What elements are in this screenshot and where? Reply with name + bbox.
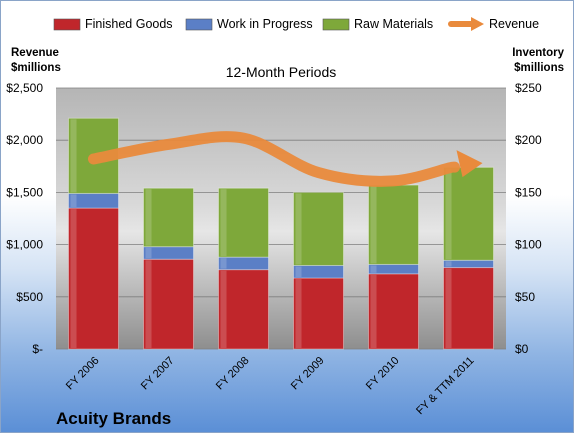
bar-highlight bbox=[145, 247, 152, 259]
bar-raw-materials bbox=[143, 187, 194, 248]
bar-highlight bbox=[70, 194, 77, 208]
gridlines bbox=[56, 87, 506, 350]
legend-arrow-icon bbox=[471, 17, 484, 31]
bar-highlight bbox=[220, 189, 227, 257]
x-tick-label: FY 2008 bbox=[214, 355, 252, 393]
legend-swatch bbox=[53, 18, 81, 31]
y-left-title-line2: $millions bbox=[11, 62, 61, 74]
y-right-tick-label: $50 bbox=[515, 290, 535, 304]
y-right-title-line1: Inventory bbox=[512, 47, 564, 59]
bar-finished-goods bbox=[143, 258, 194, 350]
y-right-tick-label: $250 bbox=[515, 81, 542, 95]
revenue-arrowhead bbox=[456, 150, 483, 178]
bar-highlight bbox=[295, 279, 302, 348]
x-tick-label: FY 2010 bbox=[364, 355, 402, 393]
bar-highlight bbox=[445, 261, 452, 267]
y-right-tick-label: $150 bbox=[515, 185, 542, 199]
legend-label: Finished Goods bbox=[85, 17, 173, 31]
bar-finished-goods bbox=[443, 267, 494, 350]
bar-highlight bbox=[145, 260, 152, 348]
y-right-title-line2: $millions bbox=[514, 62, 564, 74]
x-tick-label: FY 2007 bbox=[139, 355, 177, 393]
y-left-tick-label: $1,000 bbox=[6, 238, 43, 252]
bar-highlight bbox=[220, 270, 227, 348]
chart-subtitle: 12-Month Periods bbox=[226, 64, 337, 80]
bar-raw-materials bbox=[218, 187, 269, 258]
y-left-tick-label: $1,500 bbox=[6, 185, 43, 199]
bar-raw-materials bbox=[443, 166, 494, 261]
bar-highlight bbox=[445, 268, 452, 348]
y-left-tick-label: $- bbox=[32, 342, 43, 356]
bar-work-in-progress bbox=[293, 264, 344, 279]
legend-swatch bbox=[322, 18, 350, 31]
x-tick-label: FY 2006 bbox=[64, 355, 102, 393]
bar-finished-goods bbox=[293, 277, 344, 350]
y-right-ticks: $0 $50 $100 $150 $200 $250 bbox=[515, 81, 542, 356]
y-left-tick-label: $500 bbox=[16, 290, 43, 304]
y-left-tick-label: $2,500 bbox=[6, 81, 43, 95]
legend-label: Raw Materials bbox=[354, 17, 433, 31]
bar-highlight bbox=[220, 258, 227, 269]
bar-highlight bbox=[370, 274, 377, 348]
y-right-tick-label: $100 bbox=[515, 238, 542, 252]
x-tick-label: FY 2009 bbox=[289, 355, 327, 393]
plot-area bbox=[56, 88, 506, 349]
revenue-line bbox=[88, 131, 483, 187]
bar-highlight bbox=[70, 209, 77, 348]
y-right-tick-label: $200 bbox=[515, 133, 542, 147]
bars bbox=[68, 117, 494, 350]
y-left-title-line1: Revenue bbox=[11, 47, 59, 59]
axis-titles: Revenue $millions Inventory $millions bbox=[11, 47, 565, 74]
bar-highlight bbox=[295, 266, 302, 278]
x-ticks: FY 2006 FY 2007 FY 2008 FY 2009 FY 2010 FY & … bbox=[64, 355, 477, 418]
x-tick-label: FY & TTM 2011 bbox=[414, 355, 477, 418]
bar-highlight bbox=[370, 265, 377, 273]
legend-label: Revenue bbox=[489, 17, 539, 31]
bar-highlight bbox=[370, 186, 377, 264]
revenue-curve bbox=[88, 131, 460, 187]
bar-finished-goods bbox=[218, 269, 269, 350]
legend-swatch bbox=[185, 18, 213, 31]
y-right-tick-label: $0 bbox=[515, 342, 529, 356]
y-left-ticks: $- $500 $1,000 $1,500 $2,000 $2,500 bbox=[6, 81, 43, 356]
bar-highlight bbox=[445, 168, 452, 260]
bar-raw-materials bbox=[368, 184, 419, 265]
bar-highlight bbox=[295, 193, 302, 265]
bar-highlight bbox=[145, 189, 152, 246]
bar-highlight bbox=[70, 119, 77, 193]
legend-label: Work in Progress bbox=[217, 17, 313, 31]
company-name: Acuity Brands bbox=[56, 409, 171, 428]
bar-raw-materials bbox=[293, 191, 344, 266]
y-left-tick-label: $2,000 bbox=[6, 133, 43, 147]
legend: Finished Goods Work in Progress Raw Materi… bbox=[53, 17, 539, 31]
